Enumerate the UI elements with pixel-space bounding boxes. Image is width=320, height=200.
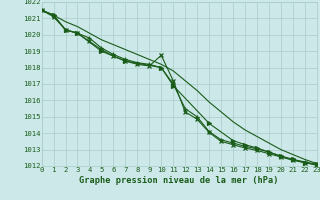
X-axis label: Graphe pression niveau de la mer (hPa): Graphe pression niveau de la mer (hPa) [79, 176, 279, 185]
